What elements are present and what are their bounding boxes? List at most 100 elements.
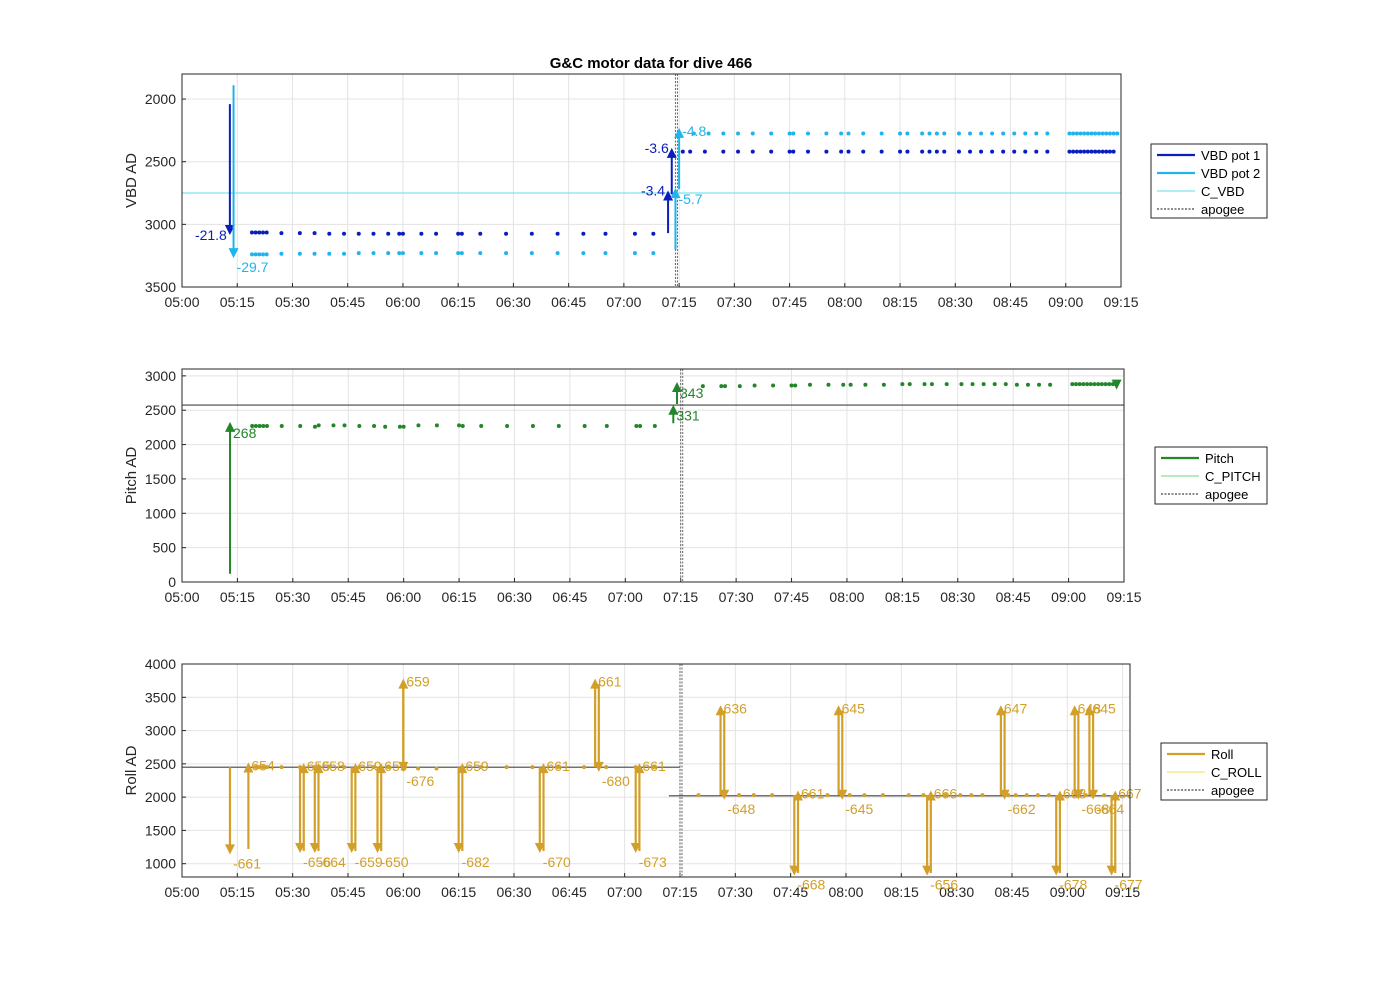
x-tick-label: 07:15: [663, 589, 698, 605]
data-point: [927, 149, 932, 154]
data-point: [1001, 149, 1006, 154]
data-point: [257, 424, 262, 429]
data-point: [751, 793, 756, 798]
x-tick-label: 05:30: [275, 589, 310, 605]
data-point: [1034, 131, 1039, 136]
arrow-head: [1084, 705, 1095, 716]
data-point: [942, 131, 947, 136]
data-point: [383, 424, 388, 429]
x-tick-label: 07:30: [719, 589, 754, 605]
arrow-head: [789, 865, 800, 876]
x-tick-label: 07:15: [662, 294, 697, 310]
data-point: [253, 252, 258, 257]
arrow-label: -4.8: [682, 123, 706, 139]
data-point: [791, 149, 796, 154]
data-point: [906, 793, 911, 798]
arrow-label: -676: [406, 773, 434, 789]
data-point: [504, 231, 509, 236]
data-point: [1074, 131, 1079, 136]
data-point: [651, 251, 656, 256]
data-point: [958, 793, 963, 798]
arrow-label: 661: [642, 758, 666, 774]
data-point: [750, 149, 755, 154]
arrow-head: [666, 147, 677, 158]
data-point: [478, 231, 483, 236]
y-tick-label: 2000: [145, 91, 176, 107]
x-tick-label: 06:15: [441, 884, 476, 900]
x-tick-label: 05:00: [164, 884, 199, 900]
arrow-head: [224, 844, 235, 855]
arrow-label: 645: [1092, 700, 1116, 716]
data-point: [807, 793, 812, 798]
data-point: [969, 793, 974, 798]
x-tick-label: 06:30: [496, 884, 531, 900]
y-tick-label: 4000: [145, 656, 176, 672]
arrow-head: [295, 843, 306, 854]
data-point: [979, 149, 984, 154]
data-point: [342, 231, 347, 236]
arrow-head: [350, 763, 361, 774]
data-point: [1037, 382, 1042, 387]
data-point: [862, 793, 867, 798]
x-tick-label: 08:30: [938, 294, 973, 310]
arrow-head: [1111, 379, 1122, 390]
arrow-head: [670, 188, 681, 199]
x-tick-label: 07:00: [606, 294, 641, 310]
arrow-head: [672, 382, 683, 393]
y-tick-label: 3000: [145, 723, 176, 739]
arrow-head: [715, 705, 726, 716]
legend-entry: VBD pot 1: [1201, 148, 1260, 163]
data-point: [327, 764, 332, 769]
data-point: [505, 424, 510, 429]
arrow-label: 331: [676, 408, 700, 424]
data-point: [261, 252, 266, 257]
arrow-label: 645: [842, 700, 866, 716]
y-axis-label: VBD AD: [123, 153, 140, 208]
data-point: [956, 131, 961, 136]
data-point: [1071, 131, 1076, 136]
arrow-label: 658: [321, 758, 345, 774]
x-axis: 05:00 05:15 05:30 05:45 06:00 06:15 06:30 06:45…: [164, 74, 1139, 310]
data-point: [397, 231, 402, 236]
data-point: [736, 131, 741, 136]
data-point: [1078, 131, 1083, 136]
arrow-head: [837, 789, 848, 800]
data-point: [956, 149, 961, 154]
arrow-label: 647: [1004, 700, 1028, 716]
data-point: [992, 382, 997, 387]
data-point: [880, 793, 885, 798]
data-point: [944, 382, 949, 387]
data-point: [434, 766, 439, 771]
arrow-marker: -659: [346, 767, 383, 870]
y-tick-label: 3500: [145, 279, 176, 295]
data-point: [846, 149, 851, 154]
data-point: [419, 251, 424, 256]
data-point: [257, 765, 262, 770]
data-point: [312, 424, 317, 429]
series-vbd-pot-2: [249, 131, 1120, 257]
arrow-marker: -661: [224, 767, 261, 871]
y-tick-label: 1500: [145, 471, 176, 487]
data-point: [582, 424, 587, 429]
x-tick-label: 08:45: [994, 884, 1029, 900]
data-point: [297, 251, 302, 256]
data-point: [921, 793, 926, 798]
data-point: [264, 252, 269, 257]
data-point: [456, 231, 461, 236]
data-point: [386, 251, 391, 256]
arrow-head: [590, 678, 601, 689]
data-point: [581, 251, 586, 256]
x-tick-label: 06:45: [552, 884, 587, 900]
arrow-label: 636: [724, 700, 748, 716]
data-point: [929, 382, 934, 387]
data-point: [604, 765, 609, 770]
data-point: [898, 149, 903, 154]
arrow-head: [925, 790, 936, 801]
arrow-head: [719, 789, 730, 800]
arrow-head: [224, 225, 235, 236]
data-point: [279, 251, 284, 256]
arrow-head: [346, 843, 357, 854]
data-point: [357, 765, 362, 770]
x-tick-label: 07:00: [607, 884, 642, 900]
